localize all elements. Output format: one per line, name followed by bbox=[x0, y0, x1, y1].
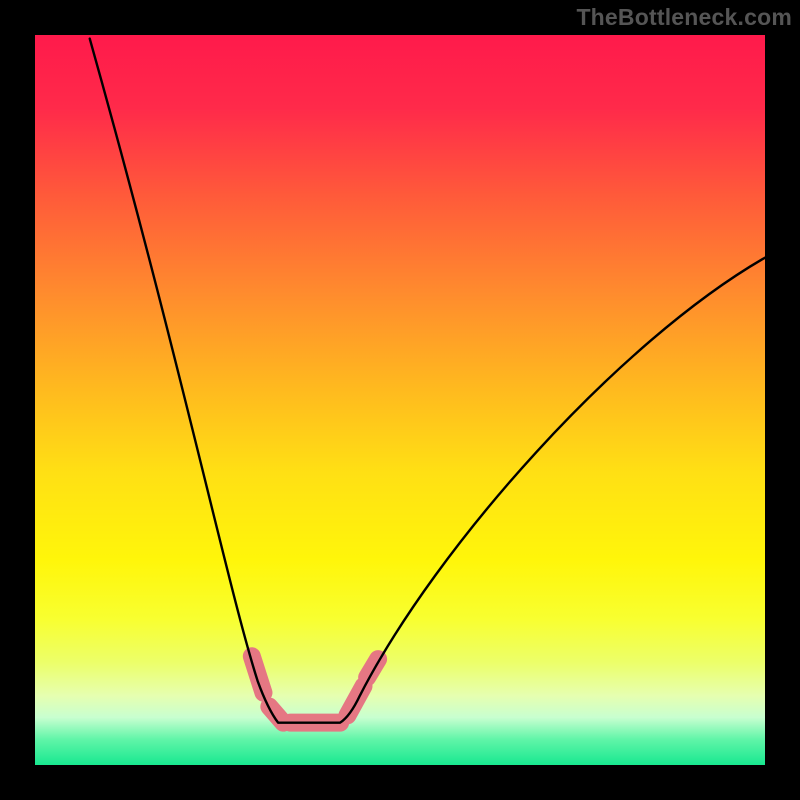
watermark-text: TheBottleneck.com bbox=[576, 4, 792, 31]
valley-highlight-segment bbox=[367, 659, 378, 677]
valley-highlight-segment bbox=[252, 656, 264, 693]
bottleneck-chart bbox=[0, 0, 800, 800]
gradient-background bbox=[35, 35, 765, 765]
